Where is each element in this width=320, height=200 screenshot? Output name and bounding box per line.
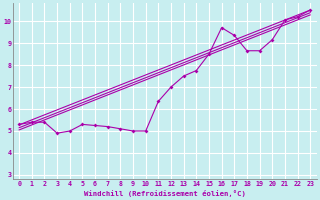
X-axis label: Windchill (Refroidissement éolien,°C): Windchill (Refroidissement éolien,°C): [84, 190, 246, 197]
